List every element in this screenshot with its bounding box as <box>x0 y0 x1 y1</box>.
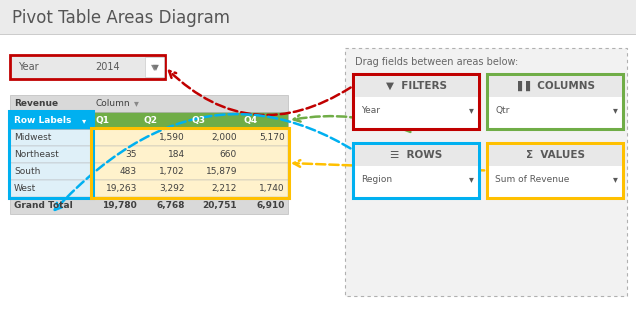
Text: ▾: ▾ <box>613 174 618 184</box>
Text: 19,263: 19,263 <box>106 184 137 193</box>
FancyBboxPatch shape <box>10 163 92 180</box>
Text: 20,751: 20,751 <box>202 201 237 210</box>
Text: West: West <box>14 184 36 193</box>
Text: Qtr: Qtr <box>495 105 509 115</box>
Text: ▾: ▾ <box>134 99 139 108</box>
Text: ▼  FILTERS: ▼ FILTERS <box>385 81 446 91</box>
FancyBboxPatch shape <box>92 163 288 180</box>
Text: ▾: ▾ <box>613 105 618 115</box>
Text: Σ  VALUES: Σ VALUES <box>525 150 584 160</box>
Text: Q1: Q1 <box>96 116 110 125</box>
FancyBboxPatch shape <box>10 129 92 146</box>
Text: 3,292: 3,292 <box>160 184 185 193</box>
FancyBboxPatch shape <box>345 48 627 296</box>
Text: 2,000: 2,000 <box>211 133 237 142</box>
FancyBboxPatch shape <box>145 57 164 77</box>
Text: 2,212: 2,212 <box>212 184 237 193</box>
Text: Q3: Q3 <box>192 116 206 125</box>
Text: 660: 660 <box>220 150 237 159</box>
FancyBboxPatch shape <box>92 129 288 146</box>
FancyBboxPatch shape <box>353 74 479 129</box>
FancyBboxPatch shape <box>0 0 636 35</box>
Text: Pivot Table Areas Diagram: Pivot Table Areas Diagram <box>12 9 230 27</box>
FancyBboxPatch shape <box>488 145 621 166</box>
Text: 1,590: 1,590 <box>159 133 185 142</box>
FancyBboxPatch shape <box>487 143 623 198</box>
FancyBboxPatch shape <box>0 34 636 35</box>
Text: 19,780: 19,780 <box>102 201 137 210</box>
Text: 15,879: 15,879 <box>205 167 237 176</box>
Text: ☰  ROWS: ☰ ROWS <box>390 150 442 160</box>
FancyBboxPatch shape <box>354 75 478 96</box>
FancyBboxPatch shape <box>0 35 636 309</box>
Text: ▾: ▾ <box>469 105 474 115</box>
Text: ▼: ▼ <box>151 64 158 73</box>
FancyBboxPatch shape <box>488 75 621 96</box>
Text: Year: Year <box>18 62 39 72</box>
Text: Northeast: Northeast <box>14 150 59 159</box>
Text: 2014: 2014 <box>95 62 120 72</box>
FancyBboxPatch shape <box>10 197 288 214</box>
FancyBboxPatch shape <box>354 145 478 166</box>
FancyBboxPatch shape <box>10 112 92 129</box>
FancyBboxPatch shape <box>10 55 165 79</box>
Text: Sum of Revenue: Sum of Revenue <box>495 175 569 184</box>
Text: Region: Region <box>361 175 392 184</box>
Text: 5,170: 5,170 <box>259 133 285 142</box>
FancyBboxPatch shape <box>10 180 92 197</box>
Text: 1,740: 1,740 <box>259 184 285 193</box>
Text: 483: 483 <box>120 167 137 176</box>
Text: Midwest: Midwest <box>14 133 52 142</box>
Text: ▾: ▾ <box>82 116 86 125</box>
Text: 35: 35 <box>125 150 137 159</box>
FancyBboxPatch shape <box>487 74 623 129</box>
Text: Q2: Q2 <box>144 116 158 125</box>
Text: South: South <box>14 167 40 176</box>
Text: 184: 184 <box>168 150 185 159</box>
FancyBboxPatch shape <box>353 143 479 198</box>
Text: 6,768: 6,768 <box>156 201 185 210</box>
Text: 1,702: 1,702 <box>160 167 185 176</box>
Text: Q4: Q4 <box>244 116 258 125</box>
Text: Grand Total: Grand Total <box>14 201 73 210</box>
Text: Row Labels: Row Labels <box>14 116 71 125</box>
FancyBboxPatch shape <box>10 146 92 163</box>
Text: Drag fields between areas below:: Drag fields between areas below: <box>355 57 518 67</box>
Text: Revenue: Revenue <box>14 99 58 108</box>
FancyBboxPatch shape <box>10 95 288 112</box>
FancyBboxPatch shape <box>10 112 288 129</box>
Text: 6,910: 6,910 <box>256 201 285 210</box>
FancyBboxPatch shape <box>92 146 288 163</box>
Text: ▾: ▾ <box>469 174 474 184</box>
FancyBboxPatch shape <box>92 180 288 197</box>
Text: ▐▐  COLUMNS: ▐▐ COLUMNS <box>515 81 595 91</box>
Text: ▼: ▼ <box>153 64 159 73</box>
Text: Column: Column <box>96 99 130 108</box>
Text: Year: Year <box>361 105 380 115</box>
